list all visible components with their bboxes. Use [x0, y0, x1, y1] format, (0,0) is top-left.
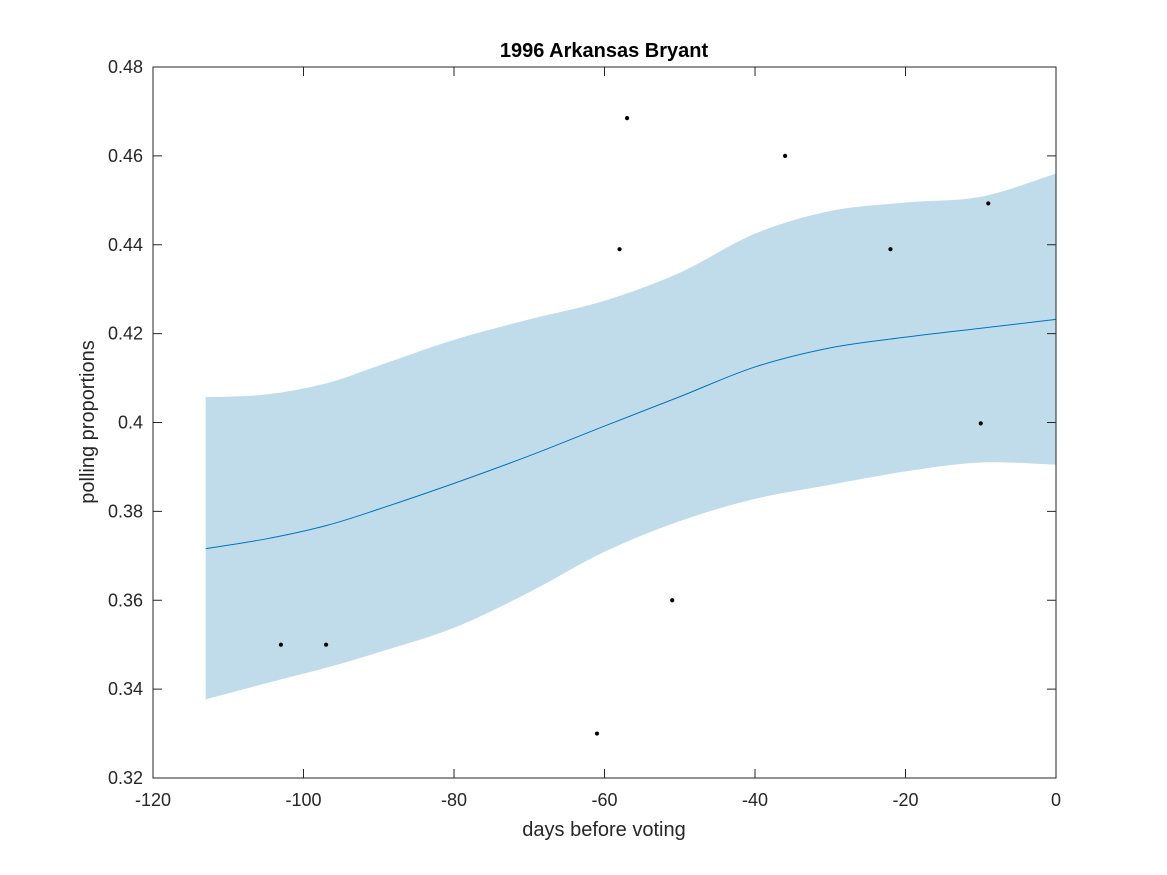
plot-area	[205, 116, 1057, 736]
data-point	[986, 201, 991, 206]
chart-title: 1996 Arkansas Bryant	[500, 40, 709, 62]
tick-marks	[152, 66, 1057, 779]
y-tick-label: 0.32	[108, 768, 143, 788]
x-tick-label: -80	[441, 790, 467, 810]
y-tick-label: 0.46	[108, 146, 143, 166]
data-point	[278, 642, 284, 647]
x-tick-label: -100	[285, 790, 321, 810]
y-axis-label: polling proportions	[77, 340, 99, 503]
y-tick-labels: 0.32 0.34 0.36 0.38 0.4 0.42 0.44 0.46 0.48	[108, 57, 143, 788]
x-tick-labels: -120 -100 -80 -60 -40 -20 0	[135, 790, 1061, 810]
data-point	[670, 598, 675, 603]
trend-line	[205, 318, 1057, 550]
y-tick-label: 0.34	[108, 679, 143, 699]
y-tick-label: 0.4	[118, 413, 143, 433]
data-point	[978, 421, 983, 426]
data-points	[278, 116, 991, 736]
data-point	[624, 116, 630, 121]
data-point	[783, 153, 788, 158]
data-point	[617, 247, 622, 252]
y-tick-label: 0.48	[108, 57, 143, 77]
x-tick-label: -20	[892, 790, 918, 810]
x-tick-label: -120	[135, 790, 171, 810]
x-tick-label: 0	[1051, 790, 1061, 810]
y-tick-label: 0.36	[108, 590, 143, 610]
data-point	[888, 247, 893, 252]
x-tick-label: -40	[742, 790, 768, 810]
confidence-band	[205, 173, 1056, 700]
y-tick-label: 0.38	[108, 501, 143, 521]
data-point	[594, 731, 600, 736]
x-tick-label: -60	[591, 790, 617, 810]
y-tick-label: 0.42	[108, 324, 143, 344]
y-tick-label: 0.44	[108, 235, 143, 255]
x-axis-label: days before voting	[522, 819, 685, 841]
data-point	[323, 642, 329, 647]
